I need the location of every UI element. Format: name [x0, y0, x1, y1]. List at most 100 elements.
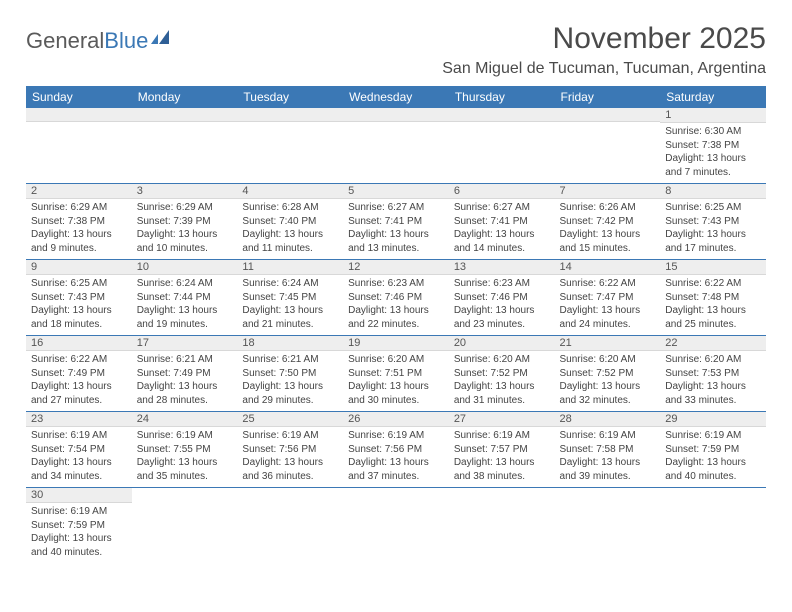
calendar-day-cell: 30Sunrise: 6:19 AMSunset: 7:59 PMDayligh…: [26, 488, 132, 564]
daylight-line: and 29 minutes.: [242, 394, 338, 408]
daylight-line: and 40 minutes.: [31, 546, 127, 560]
daylight-line: Daylight: 13 hours: [31, 380, 127, 394]
day-details: Sunrise: 6:25 AMSunset: 7:43 PMDaylight:…: [660, 199, 766, 259]
sunrise-line: Sunrise: 6:23 AM: [454, 277, 550, 291]
calendar-day-cell: 25 Sunrise: 6:19 AMSunset: 7:56 PMDayligh…: [237, 412, 343, 488]
day-number: 23: [26, 412, 132, 427]
day-number: 21: [555, 336, 661, 351]
daylight-line: and 15 minutes.: [560, 242, 656, 256]
sunset-line: Sunset: 7:45 PM: [242, 291, 338, 305]
daylight-line: Daylight: 13 hours: [560, 228, 656, 242]
sunset-line: Sunset: 7:50 PM: [242, 367, 338, 381]
day-details: Sunrise: 6:27 AMSunset: 7:41 PMDaylight:…: [449, 199, 555, 259]
daylight-line: Daylight: 13 hours: [31, 456, 127, 470]
calendar-body: 1Sunrise: 6:30 AMSunset: 7:38 PMDaylight…: [26, 108, 766, 563]
sunset-line: Sunset: 7:48 PM: [665, 291, 761, 305]
daylight-line: Daylight: 13 hours: [242, 228, 338, 242]
day-number: 26: [343, 412, 449, 427]
sunset-line: Sunset: 7:44 PM: [137, 291, 233, 305]
day-number: 4: [237, 184, 343, 199]
day-details: Sunrise: 6:19 AMSunset: 7:57 PMDaylight:…: [449, 427, 555, 487]
sunrise-line: Sunrise: 6:19 AM: [31, 429, 127, 443]
daylight-line: Daylight: 13 hours: [665, 380, 761, 394]
calendar-day-cell: 17Sunrise: 6:21 AMSunset: 7:49 PMDayligh…: [132, 336, 238, 412]
calendar-day-cell: [449, 488, 555, 564]
calendar-week-row: 23Sunrise: 6:19 AMSunset: 7:54 PMDayligh…: [26, 412, 766, 488]
calendar-week-row: 16Sunrise: 6:22 AMSunset: 7:49 PMDayligh…: [26, 336, 766, 412]
calendar-day-cell: [343, 108, 449, 184]
sunset-line: Sunset: 7:56 PM: [348, 443, 444, 457]
day-number: 19: [343, 336, 449, 351]
day-details: Sunrise: 6:20 AMSunset: 7:51 PMDaylight:…: [343, 351, 449, 411]
calendar-header-row: SundayMondayTuesdayWednesdayThursdayFrid…: [26, 86, 766, 108]
daylight-line: and 10 minutes.: [137, 242, 233, 256]
calendar-day-cell: 12Sunrise: 6:23 AMSunset: 7:46 PMDayligh…: [343, 260, 449, 336]
sunset-line: Sunset: 7:41 PM: [454, 215, 550, 229]
day-number: 30: [26, 488, 132, 503]
calendar-day-cell: 29Sunrise: 6:19 AMSunset: 7:59 PMDayligh…: [660, 412, 766, 488]
sunset-line: Sunset: 7:59 PM: [31, 519, 127, 533]
day-details: Sunrise: 6:19 AMSunset: 7:56 PMDaylight:…: [343, 427, 449, 487]
daylight-line: and 14 minutes.: [454, 242, 550, 256]
sunrise-line: Sunrise: 6:19 AM: [665, 429, 761, 443]
day-details: Sunrise: 6:19 AMSunset: 7:54 PMDaylight:…: [26, 427, 132, 487]
day-details: Sunrise: 6:19 AMSunset: 7:58 PMDaylight:…: [555, 427, 661, 487]
sunset-line: Sunset: 7:38 PM: [665, 139, 761, 153]
sunrise-line: Sunrise: 6:24 AM: [137, 277, 233, 291]
calendar-day-cell: 20Sunrise: 6:20 AMSunset: 7:52 PMDayligh…: [449, 336, 555, 412]
daylight-line: and 13 minutes.: [348, 242, 444, 256]
calendar-day-cell: 21Sunrise: 6:20 AMSunset: 7:52 PMDayligh…: [555, 336, 661, 412]
sunset-line: Sunset: 7:58 PM: [560, 443, 656, 457]
calendar-day-cell: [237, 108, 343, 184]
daylight-line: Daylight: 13 hours: [665, 304, 761, 318]
sunset-line: Sunset: 7:46 PM: [454, 291, 550, 305]
sunrise-line: Sunrise: 6:19 AM: [242, 429, 338, 443]
daylight-line: Daylight: 13 hours: [242, 456, 338, 470]
title-block: November 2025 San Miguel de Tucuman, Tuc…: [442, 22, 766, 78]
daylight-line: Daylight: 13 hours: [348, 456, 444, 470]
sunset-line: Sunset: 7:57 PM: [454, 443, 550, 457]
day-number: 1: [660, 108, 766, 123]
calendar-day-cell: 27Sunrise: 6:19 AMSunset: 7:57 PMDayligh…: [449, 412, 555, 488]
daylight-line: and 28 minutes.: [137, 394, 233, 408]
sunset-line: Sunset: 7:56 PM: [242, 443, 338, 457]
daylight-line: and 32 minutes.: [560, 394, 656, 408]
day-number: [132, 108, 238, 122]
sunset-line: Sunset: 7:54 PM: [31, 443, 127, 457]
daylight-line: and 33 minutes.: [665, 394, 761, 408]
sunrise-line: Sunrise: 6:23 AM: [348, 277, 444, 291]
day-details: Sunrise: 6:27 AMSunset: 7:41 PMDaylight:…: [343, 199, 449, 259]
daylight-line: Daylight: 13 hours: [31, 304, 127, 318]
sunset-line: Sunset: 7:42 PM: [560, 215, 656, 229]
calendar-day-cell: 7Sunrise: 6:26 AMSunset: 7:42 PMDaylight…: [555, 184, 661, 260]
calendar-day-cell: 15Sunrise: 6:22 AMSunset: 7:48 PMDayligh…: [660, 260, 766, 336]
sunset-line: Sunset: 7:40 PM: [242, 215, 338, 229]
calendar-day-cell: [132, 108, 238, 184]
weekday-header: Friday: [555, 86, 661, 108]
daylight-line: Daylight: 13 hours: [31, 228, 127, 242]
calendar-day-cell: 26Sunrise: 6:19 AMSunset: 7:56 PMDayligh…: [343, 412, 449, 488]
day-number: 28: [555, 412, 661, 427]
day-details: Sunrise: 6:29 AMSunset: 7:38 PMDaylight:…: [26, 199, 132, 259]
day-number: [555, 108, 661, 122]
daylight-line: Daylight: 13 hours: [560, 304, 656, 318]
day-number: 14: [555, 260, 661, 275]
sunset-line: Sunset: 7:47 PM: [560, 291, 656, 305]
sunset-line: Sunset: 7:59 PM: [665, 443, 761, 457]
daylight-line: Daylight: 13 hours: [454, 456, 550, 470]
sunset-line: Sunset: 7:41 PM: [348, 215, 444, 229]
day-details: [555, 122, 661, 172]
calendar-day-cell: 6Sunrise: 6:27 AMSunset: 7:41 PMDaylight…: [449, 184, 555, 260]
calendar-day-cell: 2Sunrise: 6:29 AMSunset: 7:38 PMDaylight…: [26, 184, 132, 260]
day-details: Sunrise: 6:20 AMSunset: 7:52 PMDaylight:…: [449, 351, 555, 411]
day-details: [449, 122, 555, 172]
day-details: Sunrise: 6:28 AMSunset: 7:40 PMDaylight:…: [237, 199, 343, 259]
sunset-line: Sunset: 7:38 PM: [31, 215, 127, 229]
calendar-week-row: 2Sunrise: 6:29 AMSunset: 7:38 PMDaylight…: [26, 184, 766, 260]
day-details: Sunrise: 6:25 AMSunset: 7:43 PMDaylight:…: [26, 275, 132, 335]
day-details: Sunrise: 6:21 AMSunset: 7:49 PMDaylight:…: [132, 351, 238, 411]
calendar-day-cell: [449, 108, 555, 184]
day-details: Sunrise: 6:20 AMSunset: 7:52 PMDaylight:…: [555, 351, 661, 411]
daylight-line: and 27 minutes.: [31, 394, 127, 408]
day-number: 25: [237, 412, 343, 427]
